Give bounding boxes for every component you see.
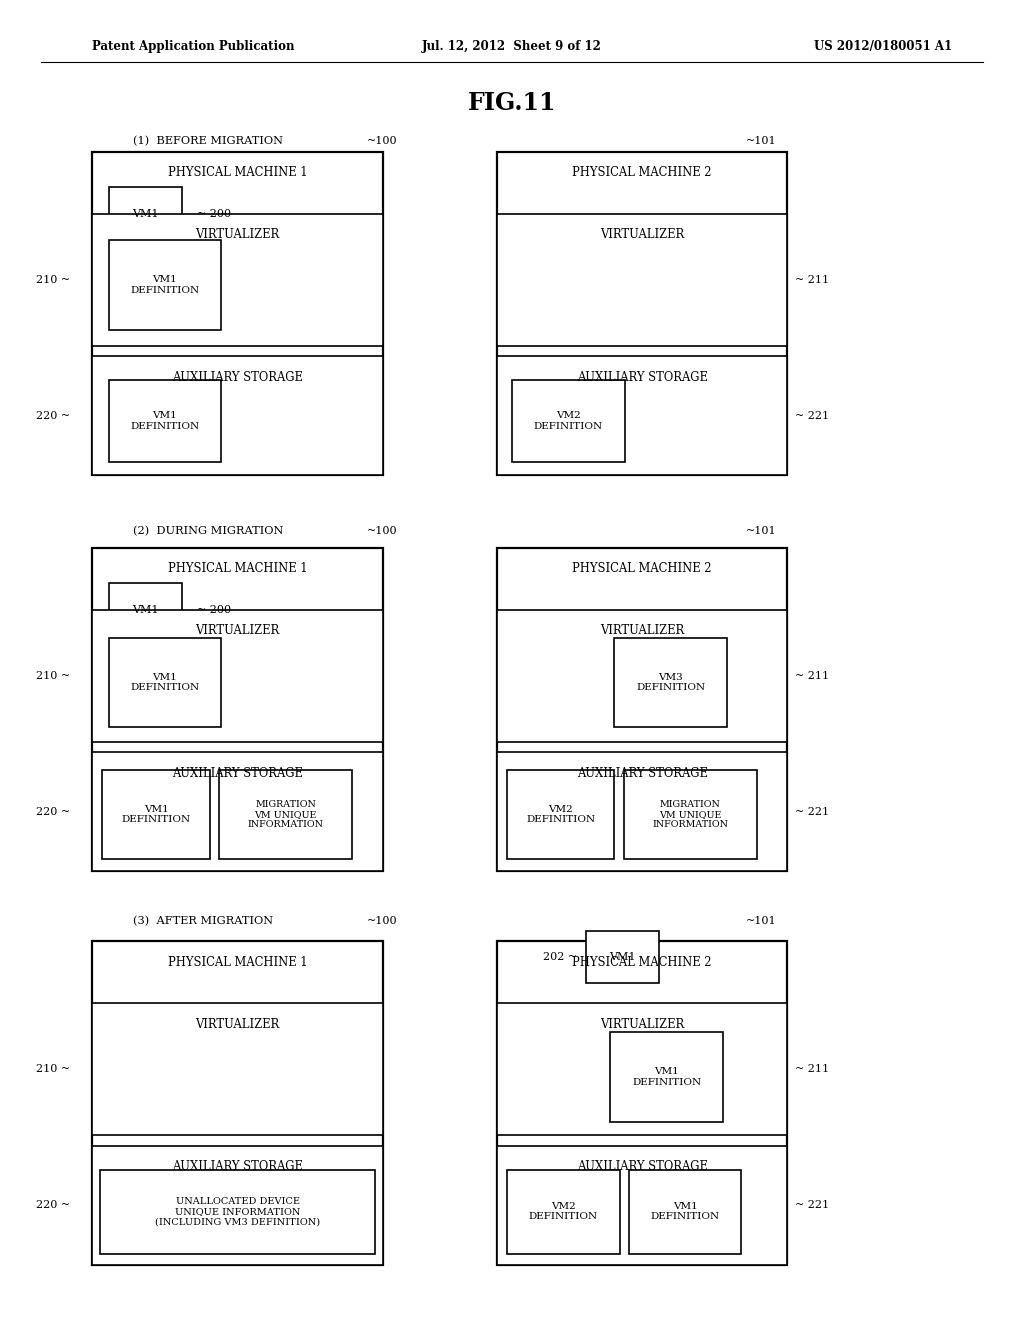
Text: VM1: VM1 — [132, 605, 159, 615]
Text: 220 ~: 220 ~ — [36, 1200, 70, 1210]
FancyBboxPatch shape — [92, 752, 383, 871]
FancyBboxPatch shape — [92, 548, 383, 871]
Text: VM1
DEFINITION: VM1 DEFINITION — [122, 805, 190, 824]
Text: Jul. 12, 2012  Sheet 9 of 12: Jul. 12, 2012 Sheet 9 of 12 — [422, 40, 602, 53]
Text: ~101: ~101 — [745, 525, 776, 536]
Text: PHYSICAL MACHINE 2: PHYSICAL MACHINE 2 — [572, 562, 712, 576]
FancyBboxPatch shape — [610, 1032, 723, 1122]
Text: 210 ~: 210 ~ — [36, 671, 70, 681]
Text: (1)  BEFORE MIGRATION: (1) BEFORE MIGRATION — [133, 136, 283, 147]
Text: VIRTUALIZER: VIRTUALIZER — [600, 624, 684, 638]
Text: ~ 200: ~ 200 — [197, 605, 230, 615]
Text: PHYSICAL MACHINE 2: PHYSICAL MACHINE 2 — [572, 956, 712, 969]
Text: ~100: ~100 — [367, 916, 397, 927]
FancyBboxPatch shape — [624, 770, 757, 859]
FancyBboxPatch shape — [497, 356, 787, 475]
Text: MIGRATION
VM UNIQUE
INFORMATION: MIGRATION VM UNIQUE INFORMATION — [248, 800, 324, 829]
Text: FIG.11: FIG.11 — [468, 91, 556, 115]
Text: VM2
DEFINITION: VM2 DEFINITION — [534, 412, 603, 430]
Text: 202 ~: 202 ~ — [544, 952, 578, 962]
FancyBboxPatch shape — [507, 770, 614, 859]
Text: VM1: VM1 — [609, 952, 636, 962]
FancyBboxPatch shape — [629, 1170, 741, 1254]
FancyBboxPatch shape — [92, 941, 383, 1265]
Text: VIRTUALIZER: VIRTUALIZER — [196, 1018, 280, 1031]
Text: 210 ~: 210 ~ — [36, 1064, 70, 1074]
Text: (2)  DURING MIGRATION: (2) DURING MIGRATION — [133, 525, 284, 536]
Text: VIRTUALIZER: VIRTUALIZER — [600, 228, 684, 242]
FancyBboxPatch shape — [92, 356, 383, 475]
FancyBboxPatch shape — [497, 610, 787, 742]
Text: 220 ~: 220 ~ — [36, 807, 70, 817]
Text: VM3
DEFINITION: VM3 DEFINITION — [636, 673, 706, 692]
Text: AUXILIARY STORAGE: AUXILIARY STORAGE — [577, 1160, 708, 1173]
FancyBboxPatch shape — [109, 380, 221, 462]
Text: ~ 211: ~ 211 — [795, 1064, 828, 1074]
FancyBboxPatch shape — [507, 1170, 620, 1254]
FancyBboxPatch shape — [512, 380, 625, 462]
Text: 210 ~: 210 ~ — [36, 275, 70, 285]
Text: AUXILIARY STORAGE: AUXILIARY STORAGE — [172, 767, 303, 780]
FancyBboxPatch shape — [100, 1170, 375, 1254]
Text: VM1
DEFINITION: VM1 DEFINITION — [130, 412, 200, 430]
FancyBboxPatch shape — [92, 610, 383, 742]
Text: VIRTUALIZER: VIRTUALIZER — [196, 228, 280, 242]
Text: VM1
DEFINITION: VM1 DEFINITION — [130, 276, 200, 294]
Text: AUXILIARY STORAGE: AUXILIARY STORAGE — [172, 371, 303, 384]
Text: VM2
DEFINITION: VM2 DEFINITION — [528, 1203, 598, 1221]
Text: VIRTUALIZER: VIRTUALIZER — [196, 624, 280, 638]
FancyBboxPatch shape — [109, 638, 221, 727]
Text: AUXILIARY STORAGE: AUXILIARY STORAGE — [577, 371, 708, 384]
FancyBboxPatch shape — [497, 1146, 787, 1265]
Text: PHYSICAL MACHINE 1: PHYSICAL MACHINE 1 — [168, 166, 307, 180]
FancyBboxPatch shape — [497, 752, 787, 871]
Text: AUXILIARY STORAGE: AUXILIARY STORAGE — [577, 767, 708, 780]
FancyBboxPatch shape — [497, 214, 787, 346]
FancyBboxPatch shape — [109, 187, 182, 240]
Text: VM1
DEFINITION: VM1 DEFINITION — [650, 1203, 720, 1221]
FancyBboxPatch shape — [219, 770, 352, 859]
Text: UNALLOCATED DEVICE
UNIQUE INFORMATION
(INCLUDING VM3 DEFINITION): UNALLOCATED DEVICE UNIQUE INFORMATION (I… — [155, 1197, 321, 1226]
Text: ~101: ~101 — [745, 916, 776, 927]
FancyBboxPatch shape — [497, 548, 787, 871]
FancyBboxPatch shape — [92, 152, 383, 475]
FancyBboxPatch shape — [497, 152, 787, 475]
Text: VM1: VM1 — [132, 209, 159, 219]
FancyBboxPatch shape — [497, 1003, 787, 1135]
FancyBboxPatch shape — [614, 638, 727, 727]
Text: ~ 221: ~ 221 — [795, 1200, 828, 1210]
FancyBboxPatch shape — [102, 770, 210, 859]
Text: Patent Application Publication: Patent Application Publication — [92, 40, 295, 53]
FancyBboxPatch shape — [109, 240, 221, 330]
Text: VM1
DEFINITION: VM1 DEFINITION — [130, 673, 200, 692]
Text: PHYSICAL MACHINE 1: PHYSICAL MACHINE 1 — [168, 562, 307, 576]
FancyBboxPatch shape — [497, 941, 787, 1265]
Text: ~ 211: ~ 211 — [795, 275, 828, 285]
FancyBboxPatch shape — [586, 931, 659, 983]
Text: AUXILIARY STORAGE: AUXILIARY STORAGE — [172, 1160, 303, 1173]
Text: PHYSICAL MACHINE 2: PHYSICAL MACHINE 2 — [572, 166, 712, 180]
FancyBboxPatch shape — [92, 214, 383, 346]
Text: PHYSICAL MACHINE 1: PHYSICAL MACHINE 1 — [168, 956, 307, 969]
Text: ~101: ~101 — [745, 136, 776, 147]
Text: ~ 200: ~ 200 — [197, 209, 230, 219]
Text: US 2012/0180051 A1: US 2012/0180051 A1 — [814, 40, 952, 53]
Text: ~ 221: ~ 221 — [795, 807, 828, 817]
Text: VM1
DEFINITION: VM1 DEFINITION — [632, 1068, 701, 1086]
Text: ~100: ~100 — [367, 525, 397, 536]
FancyBboxPatch shape — [92, 1146, 383, 1265]
Text: MIGRATION
VM UNIQUE
INFORMATION: MIGRATION VM UNIQUE INFORMATION — [652, 800, 728, 829]
FancyBboxPatch shape — [92, 1003, 383, 1135]
Text: ~ 221: ~ 221 — [795, 411, 828, 421]
Text: ~ 211: ~ 211 — [795, 671, 828, 681]
Text: VM2
DEFINITION: VM2 DEFINITION — [526, 805, 595, 824]
Text: ~100: ~100 — [367, 136, 397, 147]
Text: (3)  AFTER MIGRATION: (3) AFTER MIGRATION — [133, 916, 273, 927]
FancyBboxPatch shape — [109, 583, 182, 636]
Text: 220 ~: 220 ~ — [36, 411, 70, 421]
Text: VIRTUALIZER: VIRTUALIZER — [600, 1018, 684, 1031]
